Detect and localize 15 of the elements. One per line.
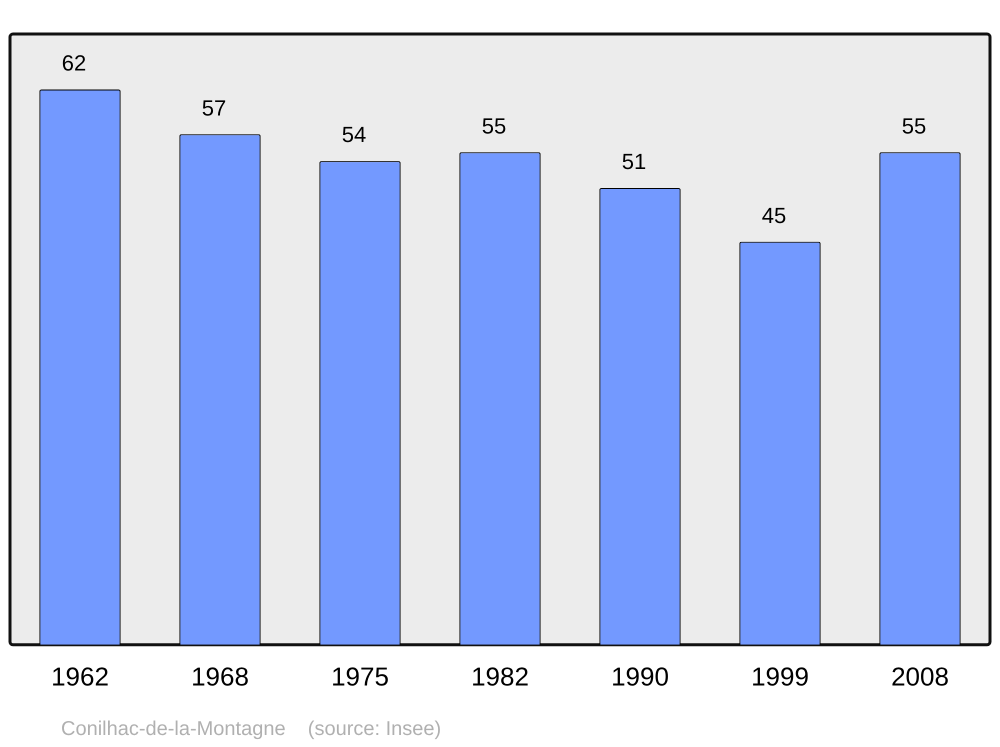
data-label: 54 (342, 122, 366, 148)
x-tick-label: 1982 (471, 662, 529, 692)
text: Conilhac-de-la-Montagne (source: Insee) (61, 718, 442, 741)
data-label: 55 (902, 113, 926, 138)
x-tick-label: 1975 (331, 662, 389, 692)
x-tick-label: 1999 (751, 662, 809, 692)
data-label: 45 (762, 202, 786, 228)
data-label: 51 (622, 149, 646, 174)
x-tick-label: 1968 (191, 662, 249, 692)
x-tick-label: 2008 (891, 662, 949, 692)
data-label: 57 (202, 95, 226, 120)
x-tick-label: 1962 (51, 662, 109, 692)
data-label: 55 (482, 113, 506, 138)
x-tick-label: 1990 (611, 662, 669, 692)
data-label: 62 (62, 50, 86, 76)
